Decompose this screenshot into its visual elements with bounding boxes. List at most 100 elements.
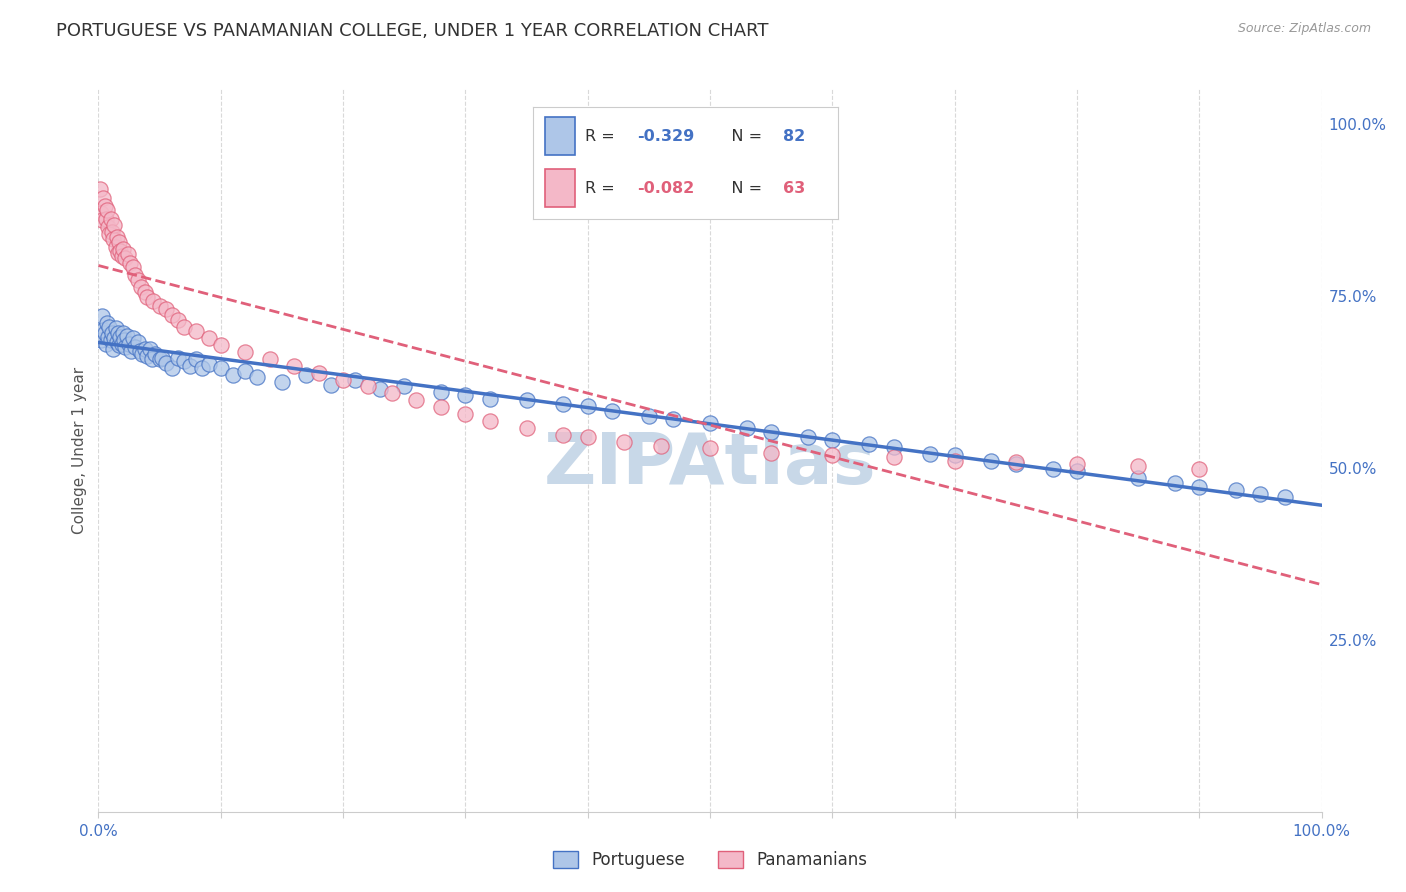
Point bbox=[332, 373, 354, 387]
Point bbox=[100, 334, 122, 348]
Point bbox=[139, 343, 162, 357]
Point bbox=[93, 326, 115, 341]
Point bbox=[107, 326, 129, 341]
Point bbox=[858, 436, 880, 450]
Point bbox=[515, 421, 537, 435]
Point bbox=[134, 285, 156, 300]
Point bbox=[105, 230, 128, 244]
Point bbox=[94, 336, 117, 351]
Point bbox=[127, 273, 149, 287]
Point bbox=[91, 213, 114, 227]
Point bbox=[127, 334, 149, 349]
Point bbox=[1128, 459, 1150, 474]
Point bbox=[1225, 483, 1247, 497]
Point bbox=[108, 338, 131, 352]
Point bbox=[134, 343, 156, 357]
Point bbox=[233, 364, 256, 378]
Point bbox=[103, 219, 125, 233]
Point bbox=[136, 349, 159, 363]
Text: ZIPAtlas: ZIPAtlas bbox=[544, 431, 876, 500]
Point bbox=[209, 360, 232, 375]
Point bbox=[89, 182, 111, 196]
Point bbox=[735, 421, 758, 435]
Point bbox=[638, 409, 661, 423]
Point bbox=[173, 319, 195, 334]
Point bbox=[392, 379, 416, 393]
Point bbox=[553, 427, 575, 442]
Point bbox=[111, 242, 134, 256]
Point bbox=[191, 360, 214, 375]
Point bbox=[920, 447, 942, 461]
Point bbox=[120, 255, 142, 269]
Point bbox=[1004, 457, 1026, 471]
Point bbox=[167, 312, 190, 326]
Point bbox=[344, 373, 367, 387]
Point bbox=[131, 347, 153, 361]
Point bbox=[111, 326, 134, 341]
Point bbox=[821, 448, 844, 462]
Point bbox=[515, 393, 537, 408]
Point bbox=[115, 328, 138, 343]
Point bbox=[1066, 457, 1088, 471]
Point bbox=[1274, 490, 1296, 504]
Point bbox=[100, 211, 122, 226]
Point bbox=[155, 356, 177, 370]
Point bbox=[222, 368, 245, 382]
Point bbox=[246, 369, 269, 384]
Point bbox=[943, 454, 966, 468]
Point bbox=[97, 330, 120, 344]
Point bbox=[761, 445, 783, 459]
Point bbox=[93, 199, 115, 213]
Point bbox=[259, 351, 281, 366]
Point bbox=[295, 368, 318, 382]
Point bbox=[308, 366, 330, 380]
Point bbox=[124, 340, 146, 354]
Point bbox=[149, 351, 172, 366]
Point bbox=[430, 400, 453, 414]
Point bbox=[96, 202, 118, 217]
Point bbox=[142, 294, 165, 309]
Point bbox=[110, 330, 132, 344]
Point bbox=[160, 308, 183, 322]
Point bbox=[761, 425, 783, 439]
Point bbox=[96, 316, 118, 330]
Point bbox=[405, 393, 427, 408]
Legend: Portuguese, Panamanians: Portuguese, Panamanians bbox=[546, 844, 875, 876]
Point bbox=[1004, 455, 1026, 469]
Point bbox=[478, 392, 501, 406]
Point bbox=[101, 343, 124, 357]
Point bbox=[118, 336, 141, 351]
Point bbox=[179, 359, 201, 373]
Point bbox=[699, 442, 721, 456]
Point bbox=[197, 358, 219, 372]
Point bbox=[454, 407, 477, 421]
Point bbox=[943, 448, 966, 462]
Point bbox=[1164, 475, 1187, 490]
Point bbox=[124, 268, 146, 282]
Y-axis label: College, Under 1 year: College, Under 1 year bbox=[72, 367, 87, 534]
Point bbox=[143, 347, 166, 361]
Point bbox=[90, 334, 112, 348]
Point bbox=[1066, 464, 1088, 478]
Point bbox=[107, 246, 129, 260]
Point bbox=[1249, 487, 1271, 501]
Point bbox=[149, 299, 172, 313]
Point bbox=[613, 434, 636, 449]
Point bbox=[104, 240, 127, 254]
Point bbox=[173, 354, 195, 368]
Point bbox=[103, 331, 125, 345]
Point bbox=[209, 338, 232, 352]
Point bbox=[117, 247, 139, 261]
Point bbox=[186, 351, 208, 366]
Point bbox=[114, 251, 136, 265]
Point bbox=[454, 388, 477, 402]
Point bbox=[821, 433, 844, 447]
Point bbox=[94, 211, 117, 226]
Point bbox=[699, 416, 721, 430]
Point bbox=[155, 302, 177, 317]
Point bbox=[980, 454, 1002, 468]
Point bbox=[111, 336, 134, 351]
Point bbox=[1188, 480, 1211, 494]
Point bbox=[121, 260, 143, 274]
Point bbox=[105, 335, 128, 350]
